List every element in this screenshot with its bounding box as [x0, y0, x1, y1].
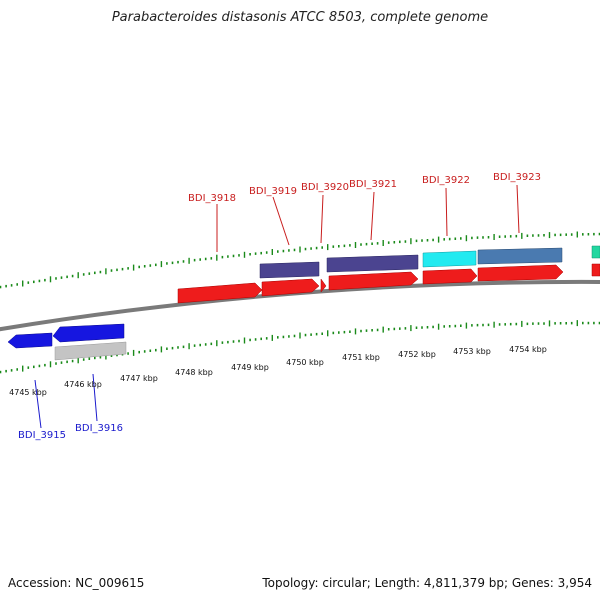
- forward-gene-arrow-bdi-3920[interactable]: [320, 278, 327, 293]
- cog-bar-gray: [54, 341, 127, 361]
- gene-label-bdi-3923[interactable]: BDI_3923: [493, 172, 541, 183]
- gene-label-bdi-3916[interactable]: BDI_3916: [75, 423, 123, 434]
- callout-line-bdi-3922: [445, 187, 448, 237]
- callout-line-bdi-3916: [92, 373, 98, 422]
- scale-label-4751: 4751 kbp: [342, 353, 380, 362]
- callout-line-bdi-3915: [34, 379, 42, 429]
- forward-gene-arrow-bdi-3921[interactable]: [328, 271, 419, 291]
- scale-label-4747: 4747 kbp: [120, 374, 158, 383]
- gene-label-bdi-3922[interactable]: BDI_3922: [422, 175, 470, 186]
- cog-bar-bdi-3923: [477, 247, 563, 265]
- scale-label-4748: 4748 kbp: [175, 368, 213, 377]
- gene-label-bdi-3921[interactable]: BDI_3921: [349, 179, 397, 190]
- scale-label-4745: 4745 kbp: [9, 388, 47, 397]
- callout-line-bdi-3921: [370, 191, 375, 241]
- forward-gene-arrow-bdi-3923[interactable]: [477, 264, 564, 282]
- scale-label-4753: 4753 kbp: [453, 347, 491, 356]
- forward-gene-arrow-bdi-3918[interactable]: [177, 282, 263, 304]
- topology-text: Topology: circular; Length: 4,811,379 bp…: [262, 576, 592, 590]
- callout-line-bdi-3919: [272, 196, 290, 246]
- scale-label-4752: 4752 kbp: [398, 350, 436, 359]
- forward-gene-arrow-bdi-3922[interactable]: [422, 268, 478, 285]
- forward-gene-arrow-bdi-3919[interactable]: [261, 278, 320, 297]
- forward-gene-arrow-partial[interactable]: [591, 263, 600, 277]
- reverse-gene-arrow-bdi-3916[interactable]: [52, 323, 125, 343]
- reverse-gene-arrow-bdi-3915[interactable]: [7, 332, 53, 349]
- callout-line-bdi-3923: [516, 184, 520, 234]
- map-title: Parabacteroides distasonis ATCC 8503, co…: [111, 10, 489, 25]
- scale-label-4750: 4750 kbp: [286, 358, 324, 367]
- gene-label-bdi-3920[interactable]: BDI_3920: [301, 182, 349, 193]
- cog-bar-bdi-3921: [326, 254, 419, 273]
- gene-label-bdi-3915[interactable]: BDI_3915: [18, 430, 66, 441]
- scale-label-4754: 4754 kbp: [509, 345, 547, 354]
- cog-bar-teal: [591, 245, 600, 259]
- cog-bar-bdi-3919: [259, 261, 320, 279]
- scale-label-4746: 4746 kbp: [64, 380, 102, 389]
- accession-text: Accession: NC_009615: [8, 576, 145, 590]
- gene-label-bdi-3919[interactable]: BDI_3919: [249, 186, 297, 197]
- scale-label-4749: 4749 kbp: [231, 363, 269, 372]
- callout-line-bdi-3920: [320, 194, 324, 244]
- outer-tick-track: [0, 231, 600, 289]
- cog-bar-bdi-3922: [422, 250, 477, 268]
- gene-label-bdi-3918[interactable]: BDI_3918: [188, 193, 236, 204]
